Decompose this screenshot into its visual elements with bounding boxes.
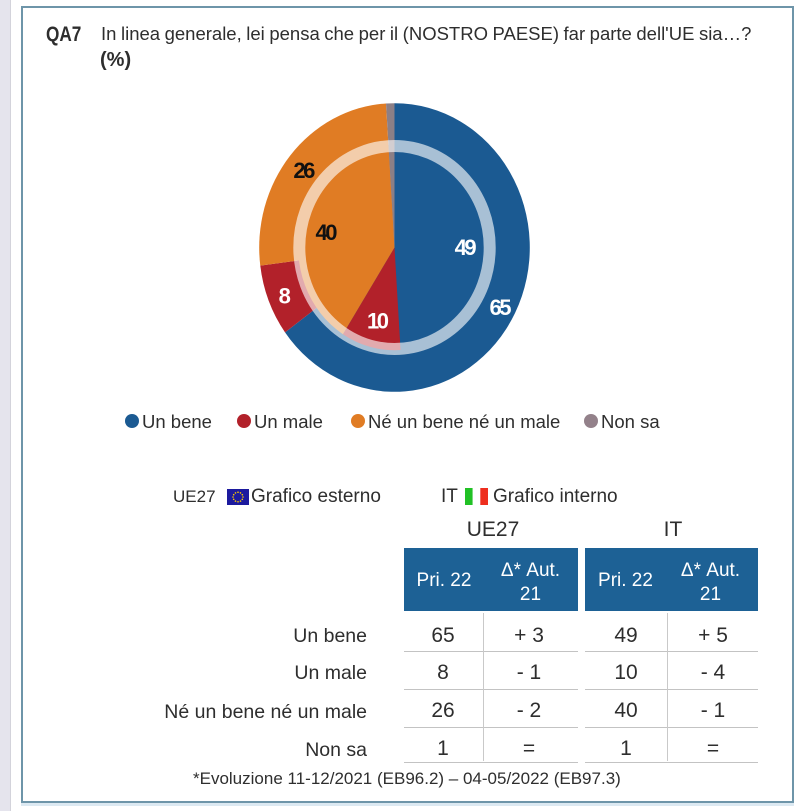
svg-text:26: 26 (293, 158, 315, 183)
svg-text:8: 8 (279, 283, 291, 308)
svg-text:40: 40 (316, 220, 338, 245)
svg-text:49: 49 (455, 235, 477, 260)
svg-text:10: 10 (367, 309, 389, 334)
svg-text:65: 65 (490, 295, 512, 320)
